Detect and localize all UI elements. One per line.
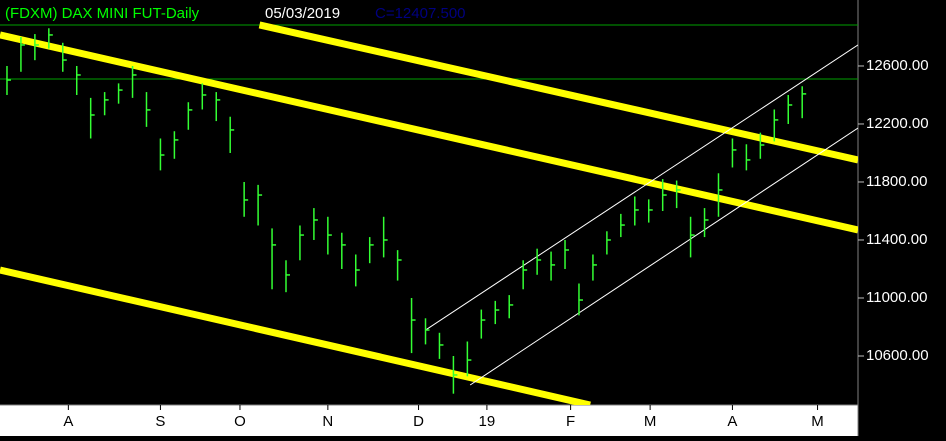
x-tick-label: N (322, 413, 333, 430)
trendline (0, 266, 591, 405)
y-tick-label: 11400.00 (866, 231, 927, 248)
y-tick-label: 10600.00 (866, 347, 929, 364)
plot-area (0, 21, 858, 405)
x-tick-label: M (644, 413, 657, 430)
x-tick-label: 19 (479, 413, 496, 430)
trendline (469, 127, 858, 386)
x-tick-label: S (155, 413, 165, 430)
x-tick-label: A (63, 413, 73, 430)
x-tick-label: M (811, 413, 824, 430)
x-axis-panel (0, 405, 858, 436)
chart-title: (FDXM) DAX MINI FUT-Daily (5, 5, 200, 22)
axes: 10600.00 11000.00 11400.00 11800.00 12200.00… (63, 57, 928, 430)
x-tick-label: A (727, 413, 737, 430)
x-tick-label: D (413, 413, 424, 430)
date-label: 05/03/2019 (265, 5, 340, 22)
trendline (258, 21, 858, 164)
y-tick-label: 11000.00 (866, 289, 927, 306)
y-tick-label: 12200.00 (866, 115, 929, 132)
y-tick-label: 11800.00 (866, 173, 927, 190)
x-tick-label: F (566, 413, 575, 430)
last-close-label: C=12407.500 (375, 5, 466, 22)
y-tick-label: 12600.00 (866, 57, 929, 74)
trendline (425, 44, 858, 331)
trendline (0, 31, 858, 234)
x-tick-label: O (234, 413, 246, 430)
